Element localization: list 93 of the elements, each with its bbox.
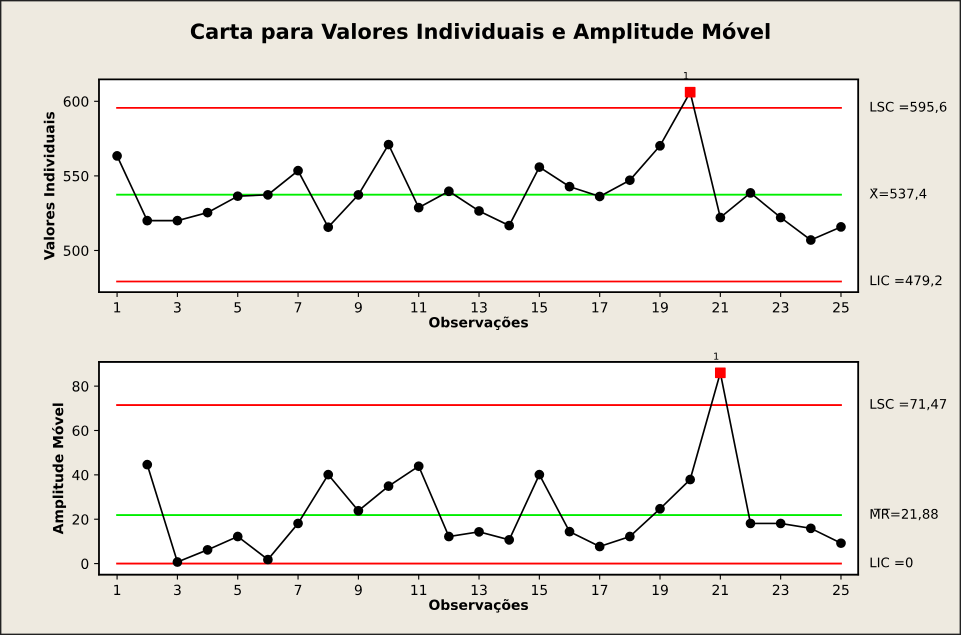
point bbox=[172, 216, 182, 226]
point bbox=[354, 506, 364, 516]
point bbox=[384, 481, 394, 492]
point bbox=[564, 182, 574, 192]
x-tick-label: 25 bbox=[833, 584, 849, 596]
ref-line-label: X̄=537,4 bbox=[870, 188, 926, 200]
point bbox=[504, 534, 514, 545]
point bbox=[594, 542, 605, 552]
ref-line-label: M̅R̅=21,88 bbox=[870, 508, 938, 520]
x-tick-label: 7 bbox=[294, 302, 302, 312]
point bbox=[414, 461, 424, 472]
ref-line-label: LSC =595,6 bbox=[870, 102, 946, 114]
x-tick-label: 3 bbox=[174, 584, 181, 596]
point bbox=[836, 222, 846, 232]
y-tick-label: 20 bbox=[72, 514, 88, 525]
x-tick-label: 1 bbox=[114, 584, 120, 595]
y-tick-label: 550 bbox=[64, 170, 88, 182]
point bbox=[142, 460, 152, 470]
x-tick-label: 19 bbox=[652, 584, 668, 596]
point bbox=[142, 216, 152, 226]
point bbox=[384, 140, 394, 150]
point bbox=[323, 470, 334, 480]
y-tick-label: 600 bbox=[64, 96, 88, 107]
point bbox=[112, 151, 122, 161]
x-tick-label: 21 bbox=[712, 584, 728, 595]
point bbox=[685, 474, 696, 484]
point bbox=[655, 140, 665, 151]
y-tick-label: 60 bbox=[72, 425, 88, 436]
x-tick-label: 3 bbox=[174, 302, 181, 313]
x-tick-label: 9 bbox=[354, 302, 362, 313]
point bbox=[354, 190, 364, 200]
point bbox=[776, 212, 786, 222]
ref-line-label: LIC =479,2 bbox=[870, 275, 942, 287]
point bbox=[504, 220, 514, 230]
x-tick-label: 15 bbox=[532, 584, 547, 596]
point bbox=[746, 518, 756, 528]
y-tick-label: 0 bbox=[81, 558, 88, 570]
y-tick-label: 40 bbox=[72, 470, 88, 480]
x-tick-label: 25 bbox=[833, 302, 849, 313]
x-tick-label: 5 bbox=[234, 584, 241, 596]
point bbox=[202, 544, 212, 555]
point bbox=[836, 538, 846, 548]
x-tick-label: 15 bbox=[532, 302, 547, 313]
point bbox=[263, 554, 273, 564]
x-tick-label: 17 bbox=[592, 302, 608, 312]
point bbox=[624, 175, 635, 186]
x-tick-label: 9 bbox=[354, 584, 362, 596]
point bbox=[444, 186, 454, 196]
x-tick-label: 21 bbox=[712, 302, 728, 312]
point bbox=[202, 208, 212, 218]
y-axis-title: Valores Individuais bbox=[44, 112, 55, 260]
x-tick-label: 5 bbox=[234, 302, 241, 313]
ref-line-label: LSC =71,47 bbox=[870, 398, 946, 410]
x-axis-title: Observações bbox=[429, 599, 528, 613]
point bbox=[232, 532, 243, 542]
point bbox=[715, 212, 726, 222]
point bbox=[232, 191, 243, 202]
chart-title: Carta para Valores Individuais e Amplitude Móvel bbox=[190, 22, 770, 44]
point bbox=[293, 518, 303, 528]
x-tick-label: 23 bbox=[772, 584, 788, 596]
point bbox=[444, 532, 454, 542]
point bbox=[172, 557, 182, 567]
point bbox=[263, 190, 273, 200]
annotation: 1 bbox=[714, 352, 718, 360]
y-tick-label: 500 bbox=[64, 245, 88, 256]
point bbox=[594, 192, 605, 202]
x-tick-label: 17 bbox=[592, 584, 608, 595]
ref-line-label: LIC =0 bbox=[870, 557, 913, 568]
x-tick-label: 7 bbox=[294, 584, 302, 595]
point bbox=[806, 235, 816, 245]
point bbox=[534, 162, 544, 172]
x-tick-label: 23 bbox=[772, 302, 788, 313]
y-axis-title: Amplitude Móvel bbox=[52, 403, 66, 534]
x-tick-label: 13 bbox=[472, 584, 487, 596]
y-tick-label: 80 bbox=[72, 381, 88, 392]
point bbox=[534, 470, 544, 480]
x-tick-label: 13 bbox=[472, 302, 487, 313]
point bbox=[624, 532, 635, 542]
point bbox=[806, 523, 816, 534]
point bbox=[564, 526, 574, 537]
point bbox=[414, 202, 424, 213]
point bbox=[776, 518, 786, 528]
x-tick-label: 19 bbox=[652, 302, 668, 313]
point bbox=[474, 206, 484, 216]
point bbox=[323, 222, 334, 232]
point bbox=[474, 527, 484, 537]
x-axis-title: Observações bbox=[429, 316, 528, 330]
point bbox=[293, 166, 303, 176]
point bbox=[746, 188, 756, 198]
x-tick-label: 1 bbox=[114, 302, 120, 312]
point bbox=[655, 504, 665, 514]
x-tick-label: 11 bbox=[411, 584, 426, 595]
x-tick-label: 11 bbox=[411, 302, 426, 312]
